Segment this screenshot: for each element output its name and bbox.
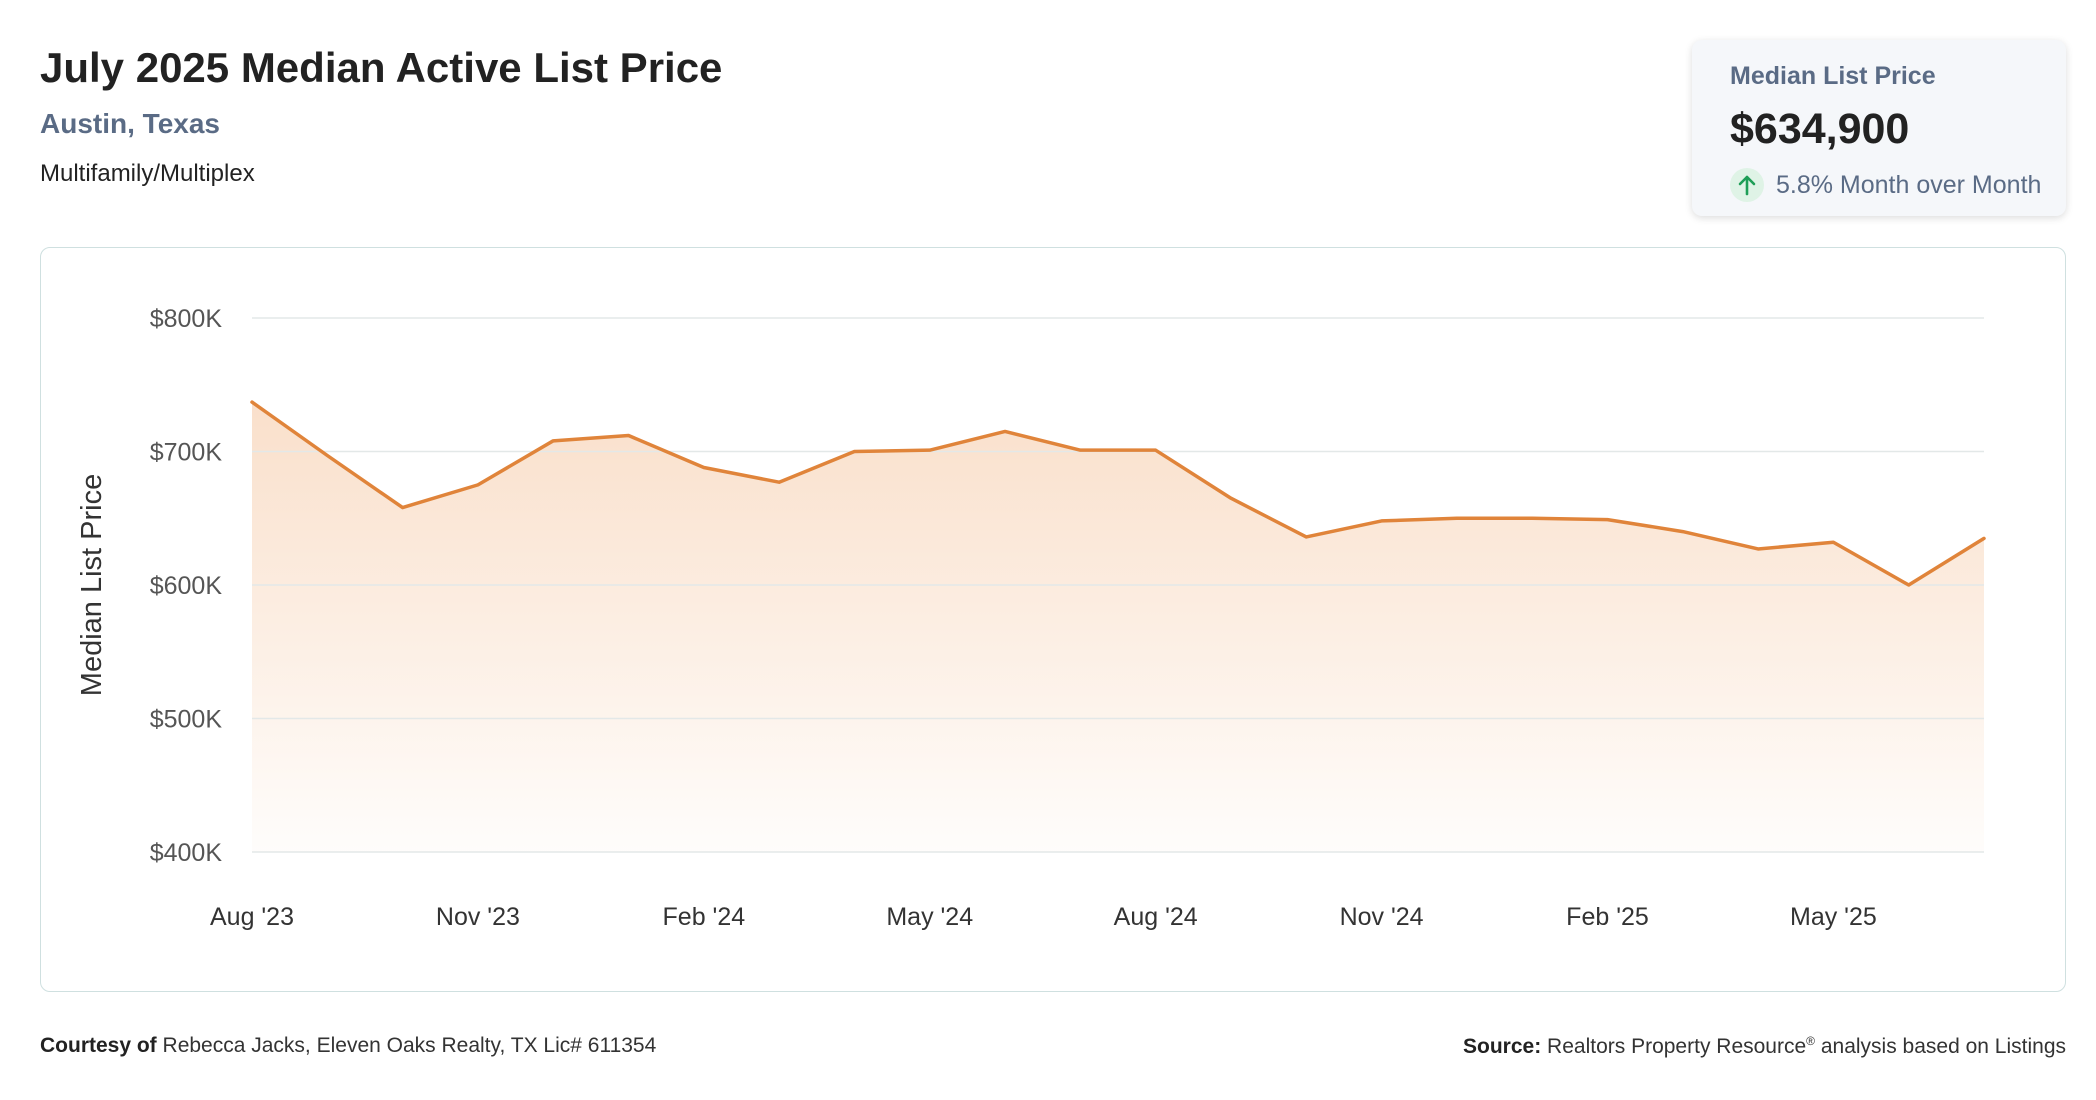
x-tick-label: Nov '24 (1340, 903, 1424, 931)
chart-container: $800K $700K $600K $500K $400K Aug '23 Nov '23 F… (40, 247, 2066, 992)
courtesy-footer: Courtesy of Rebecca Jacks, Eleven Oaks R… (40, 1034, 656, 1058)
arrow-up-icon (1730, 168, 1764, 202)
median-list-price-card: Median List Price $634,900 5.8% Month ov… (1692, 40, 2066, 216)
y-tick-label: $600K (150, 572, 223, 600)
x-tick-label: May '24 (886, 903, 973, 931)
location-subtitle: Austin, Texas (40, 108, 220, 139)
y-tick-label: $500K (150, 706, 223, 734)
source-footer: Source: Realtors Property Resource® anal… (1463, 1034, 2066, 1059)
source-suffix: analysis based on Listings (1820, 1035, 2066, 1058)
source-text: Realtors Property Resource (1547, 1035, 1807, 1058)
kpi-label: Median List Price (1730, 62, 1936, 90)
median-list-price-chart: $800K $700K $600K $500K $400K Aug '23 Nov '23 F… (76, 305, 1986, 931)
source-label: Source: (1463, 1035, 1542, 1058)
x-tick-label: Aug '23 (210, 903, 294, 931)
series-line (250, 400, 1986, 587)
property-type-label: Multifamily/Multiplex (40, 160, 255, 187)
y-tick-label: $800K (150, 305, 223, 333)
kpi-change-text: 5.8% Month over Month (1776, 170, 2042, 199)
series-area-fill (252, 402, 1984, 852)
y-tick-label: $700K (150, 439, 223, 467)
courtesy-label: Courtesy of (40, 1034, 157, 1057)
x-tick-label: Nov '23 (436, 903, 520, 931)
y-tick-label: $400K (150, 839, 223, 867)
courtesy-text: Rebecca Jacks, Eleven Oaks Realty, TX Li… (162, 1034, 657, 1057)
x-tick-label: Feb '25 (1566, 903, 1649, 931)
kpi-value: $634,900 (1730, 105, 1910, 153)
x-tick-label: Aug '24 (1114, 903, 1198, 931)
registered-mark: ® (1806, 1034, 1815, 1048)
x-tick-label: May '25 (1790, 903, 1877, 931)
kpi-change: 5.8% Month over Month (1730, 168, 2066, 202)
y-axis-label: Median List Price (76, 474, 108, 696)
x-tick-label: Feb '24 (663, 903, 746, 931)
page-title: July 2025 Median Active List Price (40, 44, 723, 91)
